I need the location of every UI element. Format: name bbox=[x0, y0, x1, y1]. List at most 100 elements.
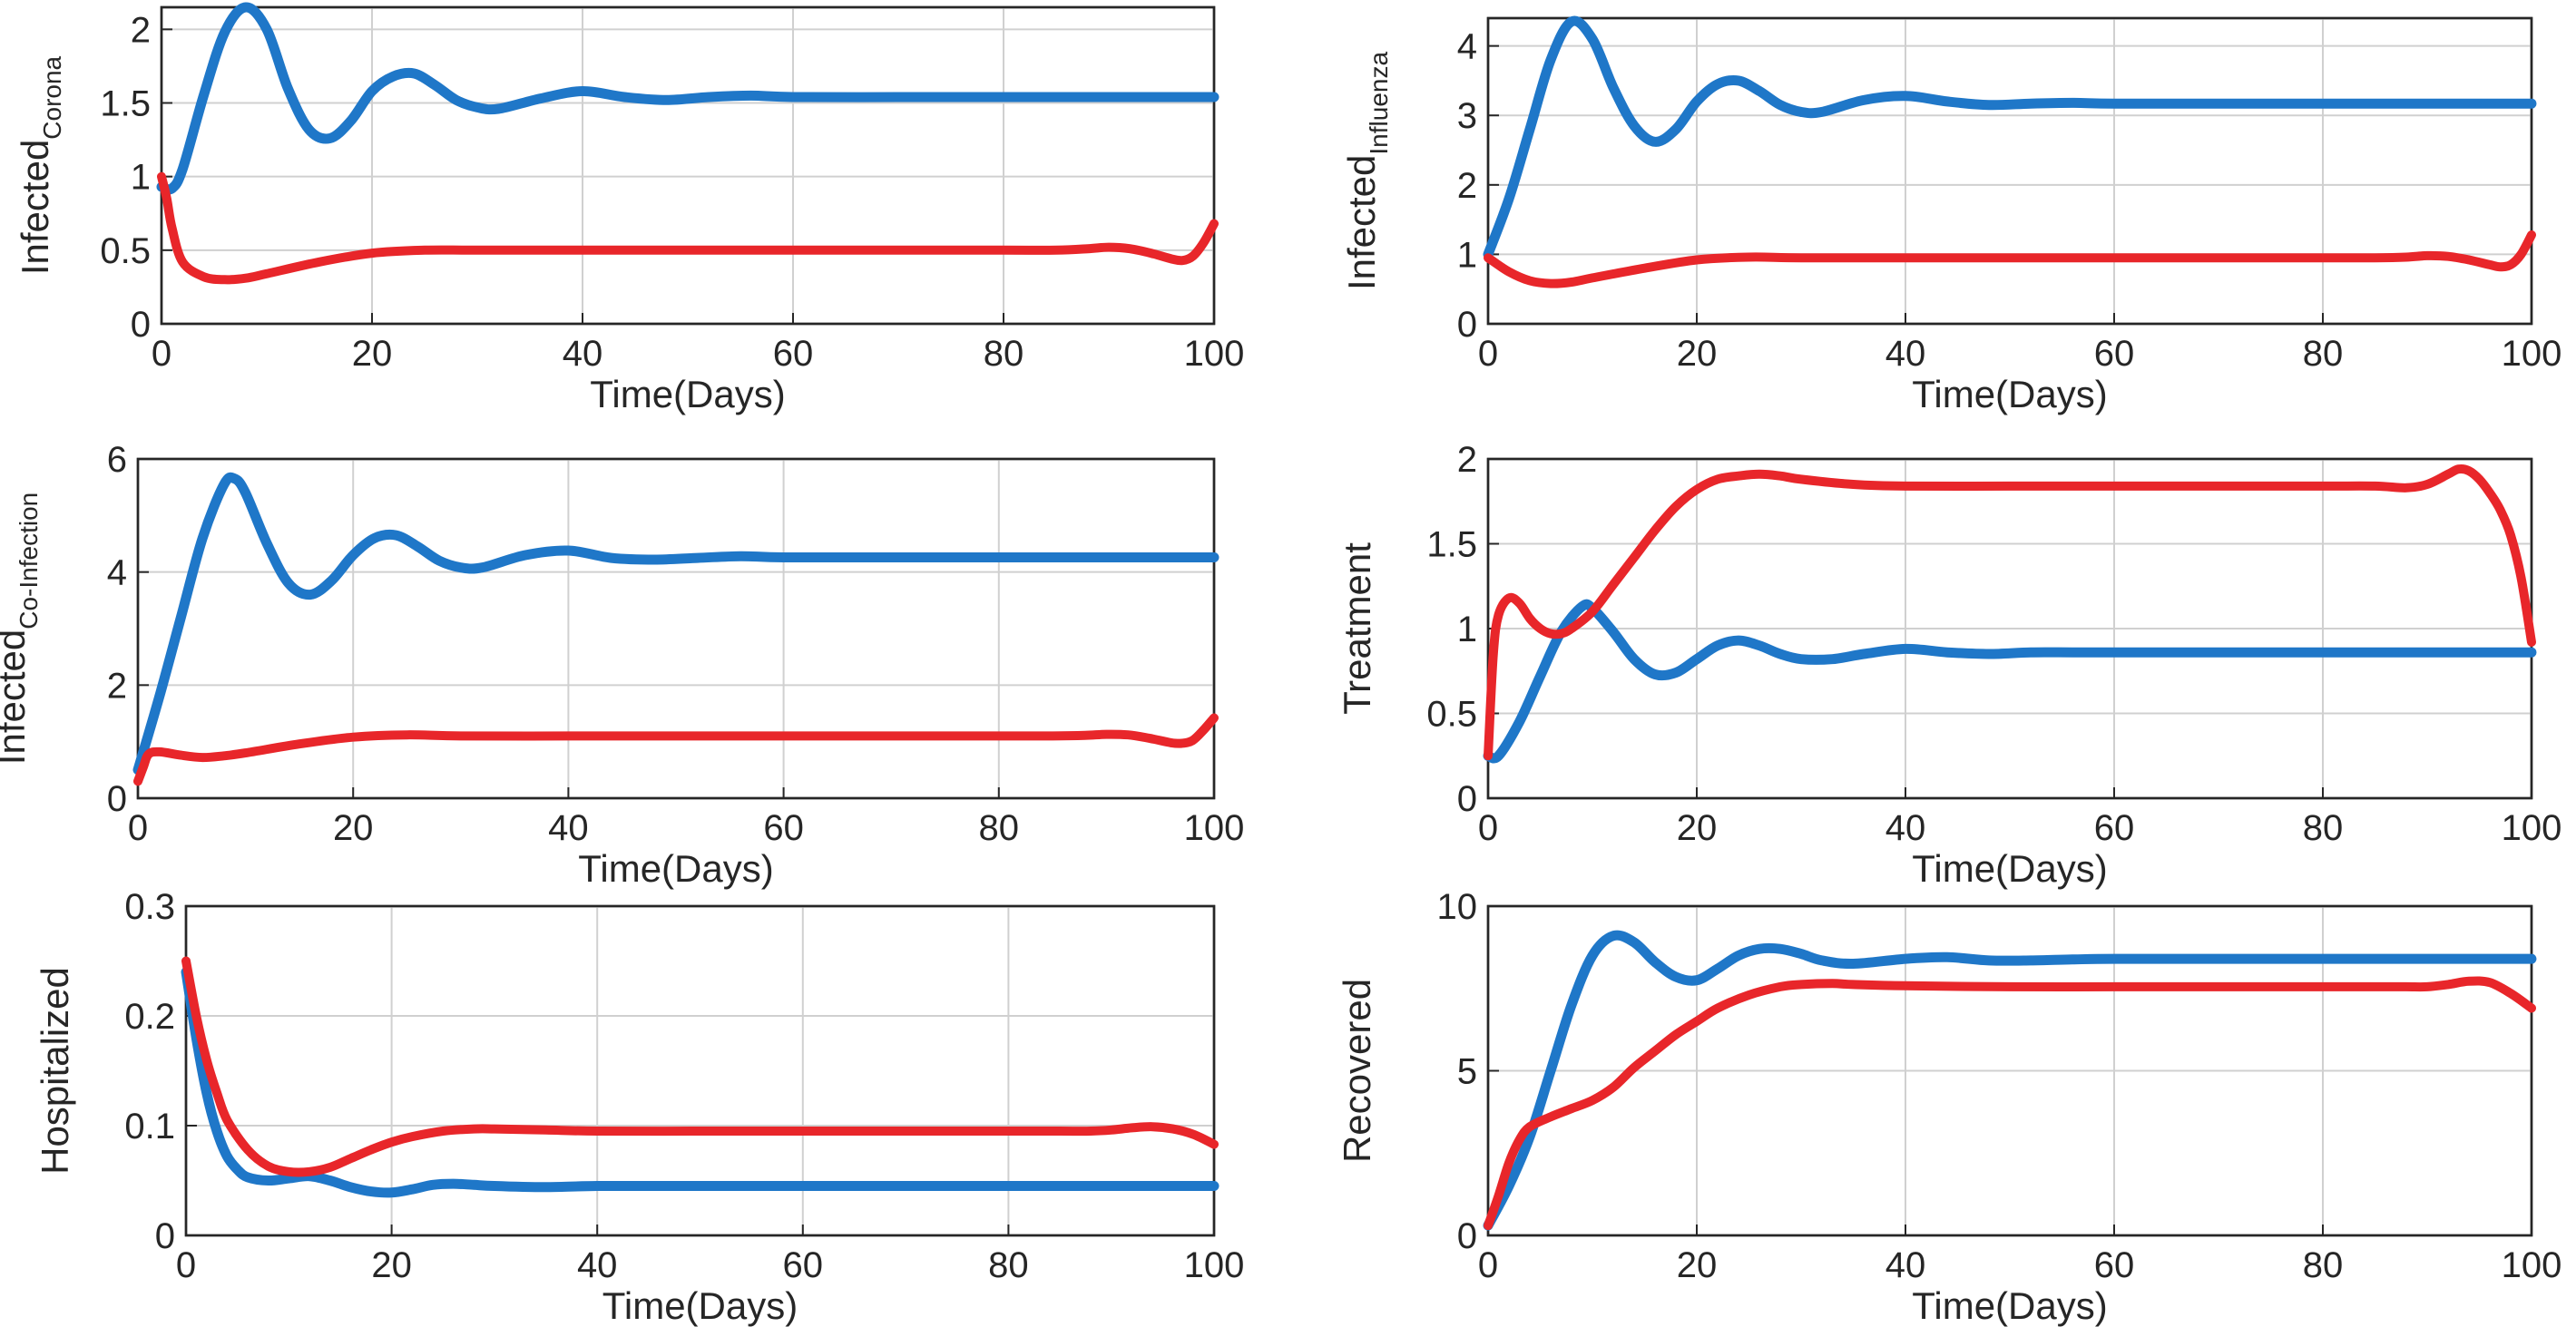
series-line-blue bbox=[1483, 930, 2537, 1231]
x-tick-label: 80 bbox=[988, 1245, 1029, 1285]
x-tick-label: 80 bbox=[2303, 1245, 2344, 1285]
series-line-blue bbox=[1483, 15, 2537, 259]
axes-frame bbox=[184, 904, 1216, 1237]
x-tick-label: 60 bbox=[783, 1245, 824, 1285]
y-tick-label: 2 bbox=[131, 10, 151, 50]
axes-frame bbox=[1486, 16, 2533, 326]
panel-treatment: 0 20 40 60 80 100 0 0.5 1 1.5 2 Time(Days) Treatment bbox=[1336, 440, 2561, 890]
panel-corona: 0 20 40 60 80 100 0 0.5 1 1.5 2 Time(Days) InfectedC… bbox=[14, 2, 1245, 415]
y-axis-label-sub: Corona bbox=[38, 55, 66, 139]
x-tick-label: 40 bbox=[1885, 334, 1926, 374]
y-tick-label: 2 bbox=[107, 666, 127, 706]
axes-frame bbox=[160, 5, 1216, 326]
x-tick-label: 0 bbox=[1478, 808, 1498, 848]
y-axis-label-sub: Influenza bbox=[1365, 52, 1393, 155]
y-axis-label: Hospitalized bbox=[34, 967, 76, 1175]
y-axis-label: InfectedCorona bbox=[14, 55, 66, 275]
series-line-blue bbox=[181, 967, 1219, 1198]
x-tick-label: 20 bbox=[352, 334, 393, 374]
y-tick-label: 1 bbox=[131, 158, 151, 198]
panel-coinfection: 0 20 40 60 80 100 0 2 4 6 Time(Days) InfectedCo-Inf… bbox=[0, 440, 1244, 890]
series-line-red bbox=[1484, 976, 2536, 1231]
x-tick-label: 100 bbox=[1184, 808, 1245, 848]
series-line-red bbox=[1484, 463, 2536, 761]
series-line-blue bbox=[1483, 599, 2537, 764]
y-tick-label: 2 bbox=[1457, 166, 1477, 206]
x-tick-label: 80 bbox=[2303, 808, 2344, 848]
x-tick-label: 60 bbox=[763, 808, 804, 848]
x-axis-label: Time(Days) bbox=[1912, 1284, 2107, 1327]
y-tick-label: 1.5 bbox=[1426, 525, 1477, 565]
series-line-blue bbox=[156, 2, 1219, 195]
x-tick-label: 80 bbox=[979, 808, 1020, 848]
x-tick-label: 80 bbox=[984, 334, 1024, 374]
plot-area bbox=[1486, 16, 2533, 326]
x-tick-label: 100 bbox=[1184, 334, 1245, 374]
x-tick-label: 0 bbox=[1478, 334, 1498, 374]
y-tick-label: 0.1 bbox=[124, 1107, 175, 1146]
x-tick-label: 20 bbox=[333, 808, 374, 848]
y-tick-label: 0 bbox=[1457, 1216, 1477, 1256]
x-axis-label: Time(Days) bbox=[1912, 373, 2107, 415]
y-tick-label: 6 bbox=[107, 440, 127, 480]
x-tick-label: 40 bbox=[1885, 808, 1926, 848]
x-axis-label: Time(Days) bbox=[1912, 847, 2107, 890]
x-tick-label: 100 bbox=[1184, 1245, 1245, 1285]
x-tick-label: 60 bbox=[773, 334, 814, 374]
y-axis-label: Treatment bbox=[1336, 542, 1378, 715]
x-tick-label: 0 bbox=[128, 808, 148, 848]
x-tick-label: 100 bbox=[2502, 1245, 2562, 1285]
y-tick-label: 1.5 bbox=[100, 84, 151, 124]
x-tick-label: 100 bbox=[2502, 808, 2562, 848]
x-tick-label: 20 bbox=[371, 1245, 412, 1285]
y-tick-label: 2 bbox=[1457, 440, 1477, 480]
y-tick-label: 0.5 bbox=[1426, 695, 1477, 735]
x-tick-label: 60 bbox=[2094, 808, 2135, 848]
panel-hospitalized: 0 20 40 60 80 100 0 0.1 0.2 0.3 Time(Days) Hospital… bbox=[34, 887, 1244, 1327]
x-axis-label: Time(Days) bbox=[578, 847, 773, 890]
axes-frame bbox=[136, 457, 1216, 800]
y-axis-label-main: Treatment bbox=[1336, 542, 1378, 715]
y-tick-label: 0.3 bbox=[124, 887, 175, 927]
x-tick-label: 20 bbox=[1677, 808, 1718, 848]
y-tick-label: 0.2 bbox=[124, 997, 175, 1037]
plot-area bbox=[160, 5, 1216, 326]
x-tick-label: 0 bbox=[1478, 1245, 1498, 1285]
y-tick-label: 0 bbox=[155, 1216, 175, 1256]
y-tick-label: 10 bbox=[1437, 887, 1478, 927]
y-axis-label-main: Hospitalized bbox=[34, 967, 76, 1175]
y-axis-label-main: Recovered bbox=[1336, 979, 1378, 1163]
y-tick-label: 0.5 bbox=[100, 231, 151, 271]
x-axis-label: Time(Days) bbox=[602, 1284, 798, 1327]
x-tick-label: 20 bbox=[1677, 334, 1718, 374]
y-tick-label: 4 bbox=[107, 553, 127, 593]
panel-recovered: 0 20 40 60 80 100 0 5 10 Time(Days) Recovered bbox=[1336, 887, 2561, 1327]
series-line-red bbox=[133, 713, 1219, 786]
y-tick-label: 0 bbox=[107, 779, 127, 819]
x-tick-label: 40 bbox=[563, 334, 603, 374]
series-line-red bbox=[181, 956, 1219, 1177]
x-tick-label: 60 bbox=[2094, 1245, 2135, 1285]
x-tick-label: 40 bbox=[1885, 1245, 1926, 1285]
y-axis-label-sub: Co-Infection bbox=[15, 493, 43, 629]
y-tick-label: 5 bbox=[1457, 1052, 1477, 1092]
x-tick-label: 60 bbox=[2094, 334, 2135, 374]
y-tick-label: 0 bbox=[1457, 305, 1477, 345]
x-tick-label: 20 bbox=[1677, 1245, 1718, 1285]
x-tick-label: 40 bbox=[548, 808, 589, 848]
y-axis-label-main: Infected bbox=[14, 140, 56, 275]
x-tick-label: 40 bbox=[577, 1245, 618, 1285]
y-axis-label-main: Infected bbox=[1340, 155, 1383, 290]
x-axis-label: Time(Days) bbox=[590, 373, 785, 415]
panel-influenza: 0 20 40 60 80 100 0 1 2 3 4 Time(Days) InfectedInflu… bbox=[1340, 15, 2562, 415]
y-axis-label: Recovered bbox=[1336, 979, 1378, 1163]
x-tick-label: 80 bbox=[2303, 334, 2344, 374]
plot-area bbox=[184, 904, 1216, 1237]
y-axis-label: InfectedInfluenza bbox=[1340, 52, 1393, 291]
y-tick-label: 0 bbox=[131, 305, 151, 345]
x-tick-label: 0 bbox=[152, 334, 171, 374]
y-tick-label: 1 bbox=[1457, 235, 1477, 275]
y-tick-label: 3 bbox=[1457, 96, 1477, 136]
x-tick-label: 100 bbox=[2502, 334, 2562, 374]
y-tick-label: 4 bbox=[1457, 27, 1477, 67]
